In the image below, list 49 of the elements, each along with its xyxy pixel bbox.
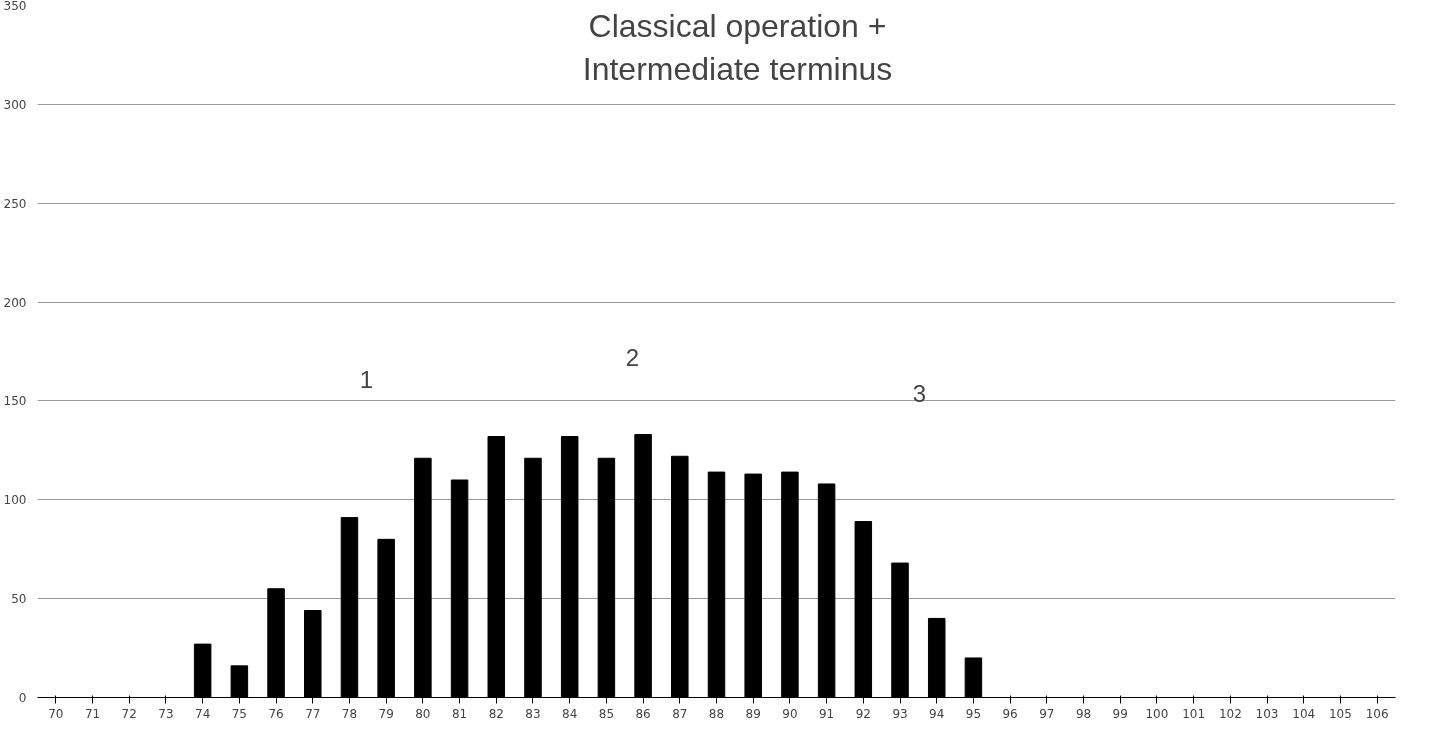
y-tick-label: 300 — [3, 97, 27, 112]
x-tick-label: 89 — [745, 706, 761, 721]
annotation: 1 — [359, 365, 374, 393]
x-tick-label: 77 — [305, 706, 321, 721]
y-tick-label: 0 — [18, 691, 27, 705]
x-tick-label: 104 — [1292, 706, 1316, 721]
x-tick-label: 92 — [855, 706, 871, 721]
x-tick-label: 83 — [525, 706, 541, 721]
text: Classical operation + Intermediate terminus — [582, 8, 893, 88]
x-tick-label: 106 — [1365, 706, 1389, 721]
x-tick-label: 105 — [1328, 706, 1352, 721]
x-tick-label: 93 — [892, 706, 908, 721]
x-tick-label: 79 — [378, 706, 394, 721]
x-tick-label: 76 — [268, 706, 284, 721]
x-tick-label: 73 — [158, 706, 174, 721]
x-tick-label: 75 — [231, 706, 248, 721]
x-tick-label: 84 — [562, 706, 578, 721]
x-tick-label: 81 — [451, 706, 468, 721]
y-tick-label: 50 — [11, 592, 27, 607]
y-tick-label: 200 — [3, 295, 27, 310]
x-tick-label: 96 — [1002, 706, 1018, 721]
y-tick-label: 100 — [3, 493, 27, 508]
x-tick-label: 99 — [1112, 706, 1128, 721]
x-tick-label: 103 — [1255, 706, 1279, 721]
x-tick-label: 95 — [965, 706, 982, 721]
x-tick-label: 86 — [635, 706, 651, 721]
x-tick-label: 70 — [48, 706, 64, 721]
x-tick-label: 85 — [598, 706, 615, 721]
x-tick-label: 91 — [818, 706, 835, 721]
x-tick-label: 78 — [341, 706, 358, 721]
x-tick-label: 102 — [1218, 706, 1242, 721]
x-tick-label: 88 — [708, 706, 725, 721]
x-tick-label: 80 — [415, 706, 431, 721]
x-tick-label: 97 — [1039, 706, 1055, 721]
y-tick-label: 250 — [3, 196, 27, 211]
x-tick-label: 98 — [1075, 706, 1092, 721]
x-tick-label: 101 — [1182, 706, 1206, 721]
x-tick-label: 82 — [488, 706, 504, 721]
y-tick-label: 150 — [3, 394, 27, 409]
annotation: 3 — [912, 380, 927, 408]
x-tick-label: 94 — [929, 706, 945, 721]
y-tick-label: 350 — [3, 0, 27, 13]
x-tick-label: 72 — [121, 706, 137, 721]
x-tick-label: 87 — [672, 706, 688, 721]
x-tick-label: 71 — [84, 706, 101, 721]
annotation: 2 — [625, 344, 640, 372]
x-tick-label: 100 — [1145, 706, 1169, 721]
x-tick-label: 90 — [782, 706, 798, 721]
x-tick-label: 74 — [195, 706, 211, 721]
